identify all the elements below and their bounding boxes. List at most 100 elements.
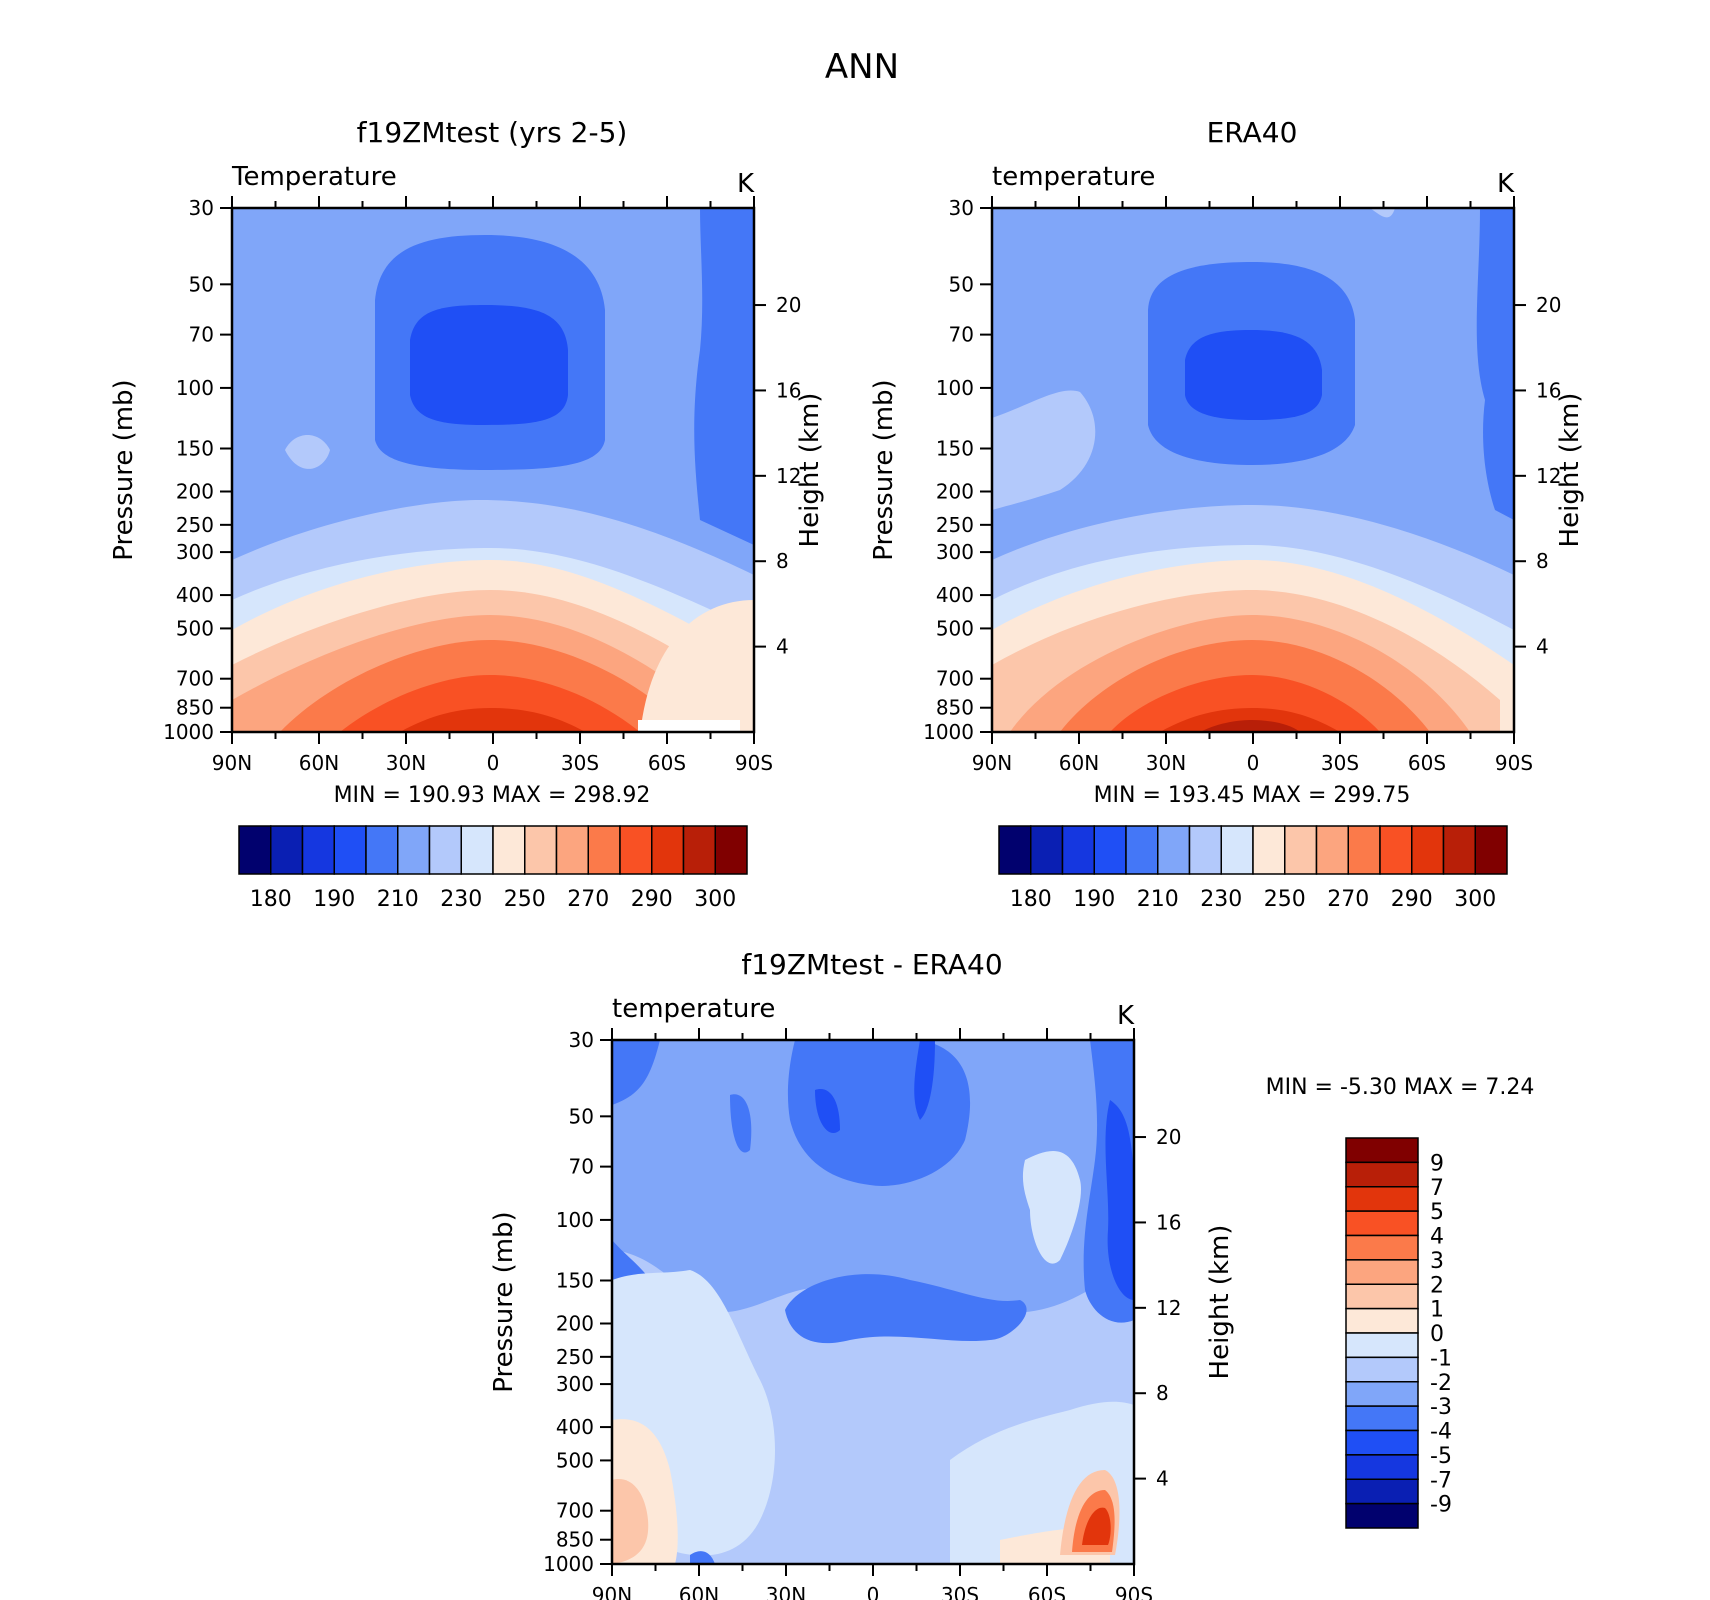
y-tick-label: 70 [189,323,214,347]
colorbar-label: 1 [1430,1298,1444,1323]
panel-title: ERA40 [1207,116,1298,149]
colorbar-swatch [1345,1381,1419,1407]
height-tick-label: 12 [1156,1296,1181,1320]
y-tick-label: 70 [949,323,974,347]
colorbar-swatch [238,825,272,875]
colorbar-swatch [1442,825,1476,875]
x-tick-label: 60S [1028,1583,1066,1600]
x-tick-label: 30N [766,1583,806,1600]
y-tick-label: 700 [176,667,214,691]
y-tick-label: 250 [556,1345,594,1369]
colorbar-swatch [1411,825,1445,875]
y-axis-label-right: Height (km) [1205,1225,1235,1380]
colorbar-swatch [1315,825,1349,875]
units-label: K [737,169,755,199]
y-tick-label: 850 [556,1528,594,1552]
colorbar-label: 0 [1430,1322,1444,1347]
colorbar-label: 290 [1391,887,1433,912]
y-axis-label-right: Height (km) [795,393,825,548]
x-tick-label: 60S [648,751,686,775]
y-axis-label-left: Pressure (mb) [109,379,139,560]
y-tick-label: 300 [176,540,214,564]
colorbar-swatch [270,825,304,875]
y-tick-label: 70 [569,1155,594,1179]
min-max-stats: MIN = -5.30 MAX = 7.24 [1266,1075,1535,1100]
colorbar-label: 3 [1430,1249,1444,1274]
colorbar-label: 210 [1137,887,1179,912]
y-tick-label: 100 [936,376,974,400]
colorbar-swatch [1345,1356,1419,1383]
contour-fill-difference [612,1040,1134,1564]
colorbar-label: 230 [1200,887,1242,912]
colorbar-label: 230 [440,887,482,912]
colorbar-label: -5 [1430,1444,1452,1469]
colorbar-swatch [555,825,589,875]
axis-ticks: 3050701001502002503004005007008501000481… [923,196,1561,775]
height-tick-label: 16 [1156,1210,1181,1234]
colorbar-swatch [1345,1332,1419,1359]
colorbar-label: 180 [1010,887,1052,912]
colorbar-swatch [1345,1405,1419,1432]
colorbar-label: 290 [631,887,673,912]
units-label: K [1117,1001,1135,1031]
colorbar-label: -3 [1430,1395,1452,1420]
y-axis-label-left: Pressure (mb) [489,1211,519,1392]
colorbar-label: 4 [1430,1225,1444,1250]
colorbar-label: -7 [1430,1468,1452,1493]
y-tick-label: 30 [949,196,974,220]
colorbar-label: 190 [313,887,355,912]
y-tick-label: 500 [176,616,214,640]
panel-title: f19ZMtest - ERA40 [741,948,1002,981]
colorbar-swatch [1345,1283,1419,1310]
colorbar-swatch [998,825,1032,875]
colorbar: 180 190 210 230 250 270 290 300 [998,825,1508,912]
panel-title: f19ZMtest (yrs 2-5) [357,116,628,149]
colorbar-label: -2 [1430,1371,1452,1396]
y-tick-label: 30 [569,1028,594,1052]
y-tick-label: 500 [936,616,974,640]
x-tick-label: 60N [679,1583,719,1600]
y-tick-label: 200 [556,1311,594,1335]
contour-fill-model [232,208,754,732]
x-tick-label: 60S [1408,751,1446,775]
colorbar-label: 180 [250,887,292,912]
height-tick-label: 8 [776,549,789,573]
height-tick-label: 4 [1536,635,1549,659]
colorbar-label: -9 [1430,1493,1452,1518]
colorbar-swatch [714,825,748,875]
colorbar-swatch [301,825,335,875]
colorbar-swatch [1345,1234,1419,1261]
min-max-stats: MIN = 193.45 MAX = 299.75 [1094,783,1411,808]
colorbar-swatch [587,825,621,875]
panel-model: f19ZMtest (yrs 2-5) Temperature K 30 50 70… [109,116,825,912]
colorbar-swatch [1061,825,1095,875]
colorbar-swatch [651,825,685,875]
x-tick-label: 30N [1146,751,1186,775]
y-tick-label: 150 [936,437,974,461]
colorbar-swatch [492,825,526,875]
colorbar-swatch [1157,825,1191,875]
height-tick-label: 12 [1536,464,1561,488]
y-axis-label-right: Height (km) [1555,393,1585,548]
height-tick-label: 8 [1536,549,1549,573]
y-tick-label: 1000 [923,720,974,744]
colorbar-label: 7 [1430,1176,1444,1201]
colorbar-label: 270 [1327,887,1369,912]
y-axis-label-left: Pressure (mb) [869,379,899,560]
colorbar-label: 300 [1454,887,1496,912]
colorbar-swatch [365,825,399,875]
colorbar-swatch [1345,1454,1419,1480]
y-tick-label: 300 [936,540,974,564]
y-tick-label: 400 [556,1415,594,1439]
colorbar-swatch [1345,1259,1419,1285]
height-tick-label: 8 [1156,1381,1169,1405]
y-tick-label: 400 [936,583,974,607]
height-tick-label: 12 [776,464,801,488]
colorbar-swatch [1252,825,1286,875]
y-tick-label: 1000 [543,1552,594,1576]
contour-fill-obs [992,208,1514,732]
panel-difference: f19ZMtest - ERA40 temperature K [489,948,1534,1600]
colorbar-swatch [1347,825,1381,875]
y-tick-label: 50 [569,1104,594,1128]
